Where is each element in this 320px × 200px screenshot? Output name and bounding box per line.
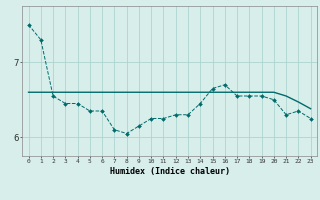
X-axis label: Humidex (Indice chaleur): Humidex (Indice chaleur) — [110, 167, 230, 176]
